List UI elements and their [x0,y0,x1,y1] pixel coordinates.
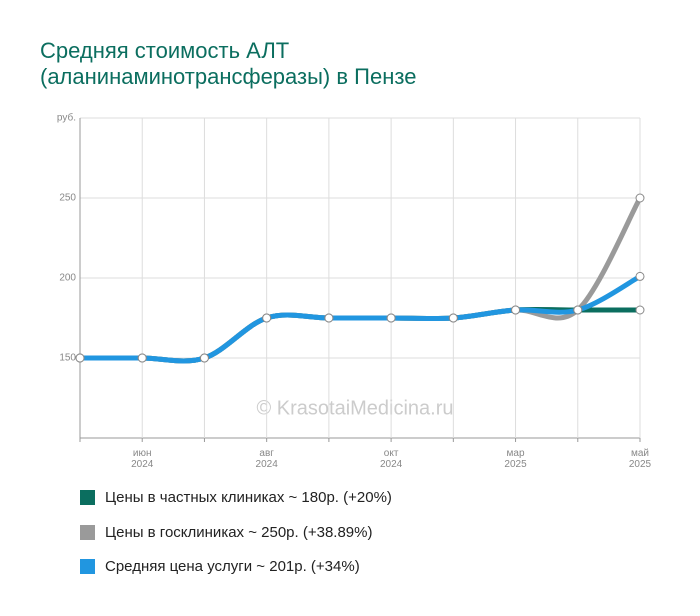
point-marker [324,313,334,323]
point-marker [137,353,147,363]
y-tick-label: 150 [59,353,76,364]
point-marker [511,305,521,315]
legend-swatch [80,524,95,540]
legend-label: Цены в госклиниках ~ 250р. (+38.89%) [105,523,373,541]
point-marker [262,313,272,323]
y-tick-label: 250 [59,193,76,204]
legend-swatch [80,559,95,574]
point-marker [635,193,645,203]
x-tick-label: июн 2024 [131,448,154,470]
point-marker [386,313,396,323]
legend-item: Средняя цена услуги ~ 201р. (+34%) [80,558,360,575]
point-marker [199,353,209,363]
x-tick-label: май 2025 [628,448,652,470]
point-marker [75,353,85,363]
series-line [77,273,643,364]
x-tick-label: авг 2024 [255,448,278,470]
x-tick-label: мар 2025 [504,448,527,470]
point-marker [448,313,458,323]
legend-label: Цены в частных клиниках ~ 180р. (+20%) [105,489,392,506]
point-marker [635,271,645,281]
chart-title: Средняя стоимость АЛТ (аланинаминотрансф… [40,38,417,89]
legend-item: Цены в госклиниках ~ 250р. (+38.89%) [80,524,372,541]
watermark: © KrasotaiMedicina.ru [256,397,453,419]
legend-swatch [80,490,95,505]
y-tick-label: руб. [57,112,76,124]
y-tick-label: 200 [59,273,76,284]
legend-label: Средняя цена услуги ~ 201р. (+34%) [105,558,360,575]
x-tick-label: окт 2024 [379,448,403,470]
point-marker [573,305,583,315]
legend-item: Цены в частных клиниках ~ 180р. (+20%) [80,489,392,506]
series-line [77,195,643,364]
point-marker [635,305,645,315]
